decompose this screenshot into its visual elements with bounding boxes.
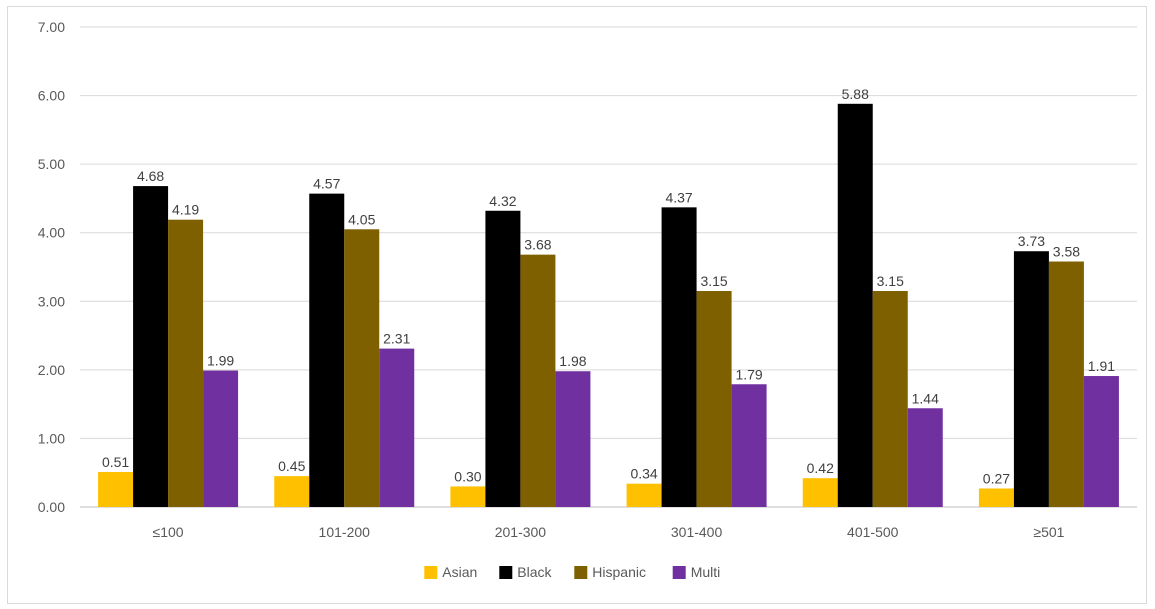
data-label: 0.27: [983, 470, 1010, 486]
legend-label: Hispanic: [592, 564, 646, 580]
y-tick-label: 6.00: [38, 88, 65, 104]
data-label: 1.98: [559, 353, 586, 369]
bar-asian-1: [274, 476, 310, 507]
bar-hispanic-0: [168, 219, 204, 507]
bar-hispanic-5: [1048, 261, 1084, 507]
data-label: 3.73: [1018, 233, 1045, 249]
x-tick-label: 201-300: [495, 524, 547, 540]
bar-hispanic-4: [872, 291, 908, 507]
bar-black-0: [133, 186, 169, 508]
data-label: 4.32: [489, 193, 516, 209]
legend-label: Black: [517, 564, 552, 580]
data-label: 1.99: [207, 353, 234, 369]
bar-multi-3: [731, 384, 767, 507]
y-tick-label: 1.00: [38, 430, 65, 446]
bar-black-1: [309, 193, 345, 507]
y-tick-label: 2.00: [38, 362, 65, 378]
data-label: 3.15: [877, 273, 904, 289]
data-label: 4.68: [137, 168, 164, 184]
y-tick-label: 0.00: [38, 499, 65, 515]
data-label: 1.79: [735, 366, 762, 382]
y-tick-label: 3.00: [38, 293, 65, 309]
bar-asian-4: [802, 478, 838, 507]
data-label: 1.44: [912, 390, 939, 406]
legend-swatch-multi: [672, 566, 686, 579]
legend-swatch-hispanic: [574, 566, 588, 579]
bar-hispanic-2: [520, 254, 556, 507]
data-label: 0.51: [102, 454, 129, 470]
bar-asian-3: [626, 483, 662, 507]
bar-black-2: [485, 210, 521, 507]
x-tick-label: ≤100: [153, 524, 184, 540]
bar-asian-2: [450, 486, 486, 507]
data-label: 0.34: [630, 466, 657, 482]
bar-multi-0: [203, 370, 239, 507]
y-tick-label: 4.00: [38, 225, 65, 241]
bar-hispanic-3: [696, 291, 732, 507]
data-label: 5.88: [842, 86, 869, 102]
y-tick-label: 5.00: [38, 156, 65, 172]
y-tick-label: 7.00: [38, 19, 65, 35]
legend-label: Multi: [691, 564, 721, 580]
x-tick-label: 401-500: [847, 524, 899, 540]
data-label: 0.30: [454, 468, 481, 484]
bar-hispanic-1: [344, 229, 380, 508]
x-tick-label: 301-400: [671, 524, 723, 540]
bar-multi-1: [379, 348, 415, 507]
data-label: 1.91: [1088, 358, 1115, 374]
data-label: 4.57: [313, 176, 340, 192]
data-label: 2.31: [383, 331, 410, 347]
x-tick-label: ≥501: [1033, 524, 1064, 540]
data-label: 4.37: [665, 189, 692, 205]
legend-swatch-asian: [424, 566, 438, 579]
legend-swatch-black: [499, 566, 513, 579]
x-tick-label: 101-200: [319, 524, 371, 540]
bar-black-3: [661, 207, 697, 508]
data-label: 4.05: [348, 211, 375, 227]
data-label: 3.68: [524, 237, 551, 253]
bar-asian-0: [98, 472, 134, 507]
legend-label: Asian: [442, 564, 477, 580]
data-label: 0.45: [278, 458, 305, 474]
bar-black-5: [1013, 251, 1049, 507]
data-label: 3.15: [700, 273, 727, 289]
bar-multi-5: [1083, 376, 1119, 507]
bar-multi-4: [907, 408, 943, 507]
bar-black-4: [837, 103, 873, 508]
bar-asian-5: [978, 488, 1014, 507]
data-label: 0.42: [807, 460, 834, 476]
data-label: 4.19: [172, 202, 199, 218]
bar-multi-2: [555, 371, 591, 507]
data-label: 3.58: [1053, 244, 1080, 260]
